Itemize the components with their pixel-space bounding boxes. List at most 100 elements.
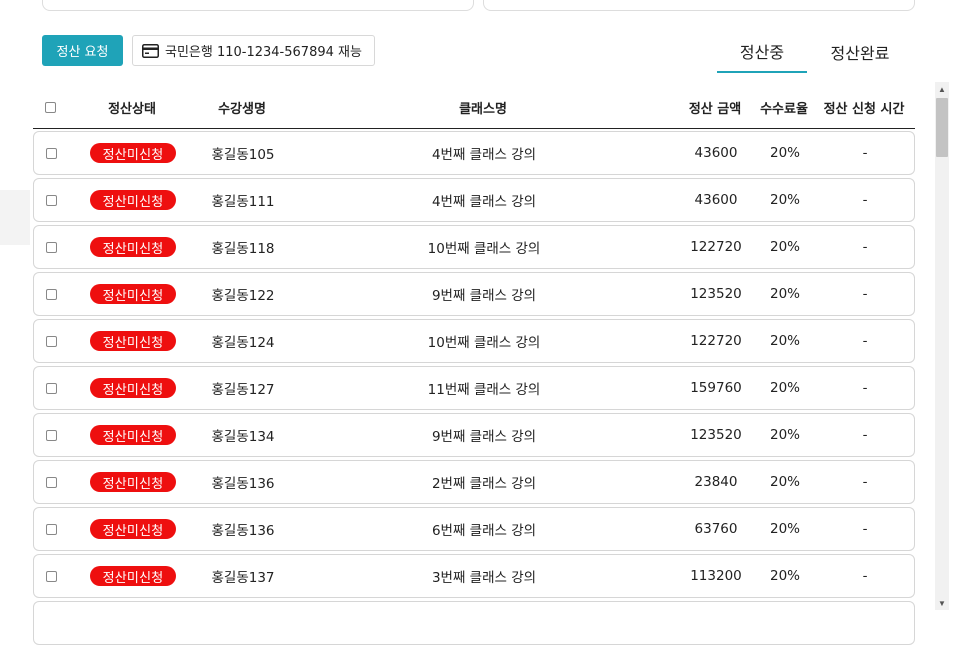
tab-completed[interactable]: 정산완료 [830, 43, 890, 63]
fee-rate: 20% [769, 474, 800, 490]
tab-in-progress[interactable]: 정산중 [717, 30, 807, 73]
row-checkbox[interactable] [45, 429, 57, 441]
class-name: 10번째 클래스 강의 [427, 241, 541, 257]
request-time: - [862, 239, 868, 255]
table-row[interactable]: 정산미신청 홍길동136 2번째 클래스 강의 23840 20% - [33, 460, 915, 504]
filter-box-left[interactable] [42, 0, 474, 11]
class-name: 9번째 클래스 강의 [431, 429, 537, 445]
table-header: 정산상태 수강생명 클래스명 정산 금액 수수료율 정산 신청 시간 [33, 86, 915, 129]
student-name: 홍길동124 [211, 335, 275, 351]
left-panel-edge [0, 190, 30, 245]
fee-rate: 20% [769, 380, 800, 396]
settlement-tabs: 정산중 정산완료 [717, 30, 913, 73]
class-name: 2번째 클래스 강의 [431, 476, 537, 492]
class-name: 10번째 클래스 강의 [427, 335, 541, 351]
select-all-checkbox[interactable] [44, 101, 56, 113]
request-time: - [862, 474, 868, 490]
table-row[interactable]: 정산미신청 홍길동118 10번째 클래스 강의 122720 20% - [33, 225, 915, 269]
row-checkbox[interactable] [45, 194, 57, 206]
fee-rate: 20% [769, 568, 800, 584]
status-badge: 정산미신청 [90, 237, 176, 257]
class-name: 9번째 클래스 강의 [431, 288, 537, 304]
status-badge: 정산미신청 [90, 472, 176, 492]
student-name: 홍길동127 [211, 382, 275, 398]
table-row[interactable]: 정산미신청 홍길동136 6번째 클래스 강의 63760 20% - [33, 507, 915, 551]
settlement-amount: 123520 [690, 286, 742, 302]
status-badge: 정산미신청 [90, 284, 176, 304]
header-request-time: 정산 신청 시간 [823, 101, 905, 117]
class-name: 3번째 클래스 강의 [431, 570, 537, 586]
fee-rate: 20% [769, 427, 800, 443]
settlement-amount: 159760 [690, 380, 742, 396]
row-checkbox[interactable] [45, 476, 57, 488]
status-badge: 정산미신청 [90, 519, 176, 539]
table-row[interactable]: 정산미신청 홍길동124 10번째 클래스 강의 122720 20% - [33, 319, 915, 363]
header-class: 클래스명 [459, 101, 507, 117]
settlement-table: 정산상태 수강생명 클래스명 정산 금액 수수료율 정산 신청 시간 정산미신청… [33, 86, 915, 645]
student-name: 홍길동136 [211, 523, 275, 539]
settlement-request-button[interactable]: 정산 요청 [42, 35, 123, 66]
fee-rate: 20% [769, 286, 800, 302]
table-row[interactable]: 정산미신청 홍길동122 9번째 클래스 강의 123520 20% - [33, 272, 915, 316]
request-time: - [862, 192, 868, 208]
row-checkbox[interactable] [45, 241, 57, 253]
settlement-amount: 113200 [690, 568, 742, 584]
table-row[interactable]: 정산미신청 홍길동127 11번째 클래스 강의 159760 20% - [33, 366, 915, 410]
status-badge: 정산미신청 [90, 566, 176, 586]
row-checkbox[interactable] [45, 288, 57, 300]
row-checkbox[interactable] [45, 570, 57, 582]
table-row[interactable]: 정산미신청 홍길동137 3번째 클래스 강의 113200 20% - [33, 554, 915, 598]
header-fee: 수수료율 [760, 101, 808, 117]
row-checkbox[interactable] [45, 147, 57, 159]
student-name: 홍길동136 [211, 476, 275, 492]
fee-rate: 20% [769, 192, 800, 208]
request-time: - [862, 427, 868, 443]
fee-rate: 20% [769, 333, 800, 349]
fee-rate: 20% [769, 239, 800, 255]
table-row[interactable] [33, 601, 915, 645]
credit-card-icon [142, 43, 159, 58]
settlement-amount: 122720 [690, 333, 742, 349]
request-time: - [862, 521, 868, 537]
row-checkbox[interactable] [45, 523, 57, 535]
request-time: - [862, 333, 868, 349]
class-name: 11번째 클래스 강의 [427, 382, 541, 398]
settlement-amount: 43600 [694, 192, 738, 208]
fee-rate: 20% [769, 521, 800, 537]
row-checkbox[interactable] [45, 335, 57, 347]
table-row[interactable]: 정산미신청 홍길동111 4번째 클래스 강의 43600 20% - [33, 178, 915, 222]
header-amount: 정산 금액 [688, 101, 742, 117]
triangle-down-icon[interactable]: ▼ [938, 598, 946, 608]
student-name: 홍길동105 [211, 147, 275, 163]
bank-account-display: 국민은행 110-1234-567894 재능 [132, 35, 375, 66]
class-name: 4번째 클래스 강의 [431, 147, 537, 163]
table-body: 정산미신청 홍길동105 4번째 클래스 강의 43600 20% - 정산미신청 홍길동11… [33, 131, 915, 645]
settlement-amount: 63760 [694, 521, 738, 537]
student-name: 홍길동111 [211, 194, 275, 210]
filter-box-right[interactable] [483, 0, 915, 11]
request-time: - [862, 568, 868, 584]
row-checkbox[interactable] [45, 382, 57, 394]
table-row[interactable]: 정산미신청 홍길동134 9번째 클래스 강의 123520 20% - [33, 413, 915, 457]
scrollbar-thumb[interactable] [936, 98, 948, 157]
class-name: 4번째 클래스 강의 [431, 194, 537, 210]
settlement-amount: 43600 [694, 145, 738, 161]
settlement-amount: 123520 [690, 427, 742, 443]
settlement-amount: 122720 [690, 239, 742, 255]
request-time: - [862, 380, 868, 396]
request-time: - [862, 145, 868, 161]
table-row[interactable]: 정산미신청 홍길동105 4번째 클래스 강의 43600 20% - [33, 131, 915, 175]
status-badge: 정산미신청 [90, 190, 176, 210]
student-name: 홍길동134 [211, 429, 275, 445]
student-name: 홍길동137 [211, 570, 275, 586]
bank-account-text: 국민은행 110-1234-567894 재능 [165, 45, 362, 60]
header-student: 수강생명 [218, 101, 266, 117]
status-badge: 정산미신청 [90, 143, 176, 163]
vertical-scrollbar[interactable]: ▲ ▼ [935, 82, 949, 610]
status-badge: 정산미신청 [90, 378, 176, 398]
fee-rate: 20% [769, 145, 800, 161]
triangle-up-icon[interactable]: ▲ [938, 84, 946, 94]
class-name: 6번째 클래스 강의 [431, 523, 537, 539]
status-badge: 정산미신청 [90, 331, 176, 351]
status-badge: 정산미신청 [90, 425, 176, 445]
